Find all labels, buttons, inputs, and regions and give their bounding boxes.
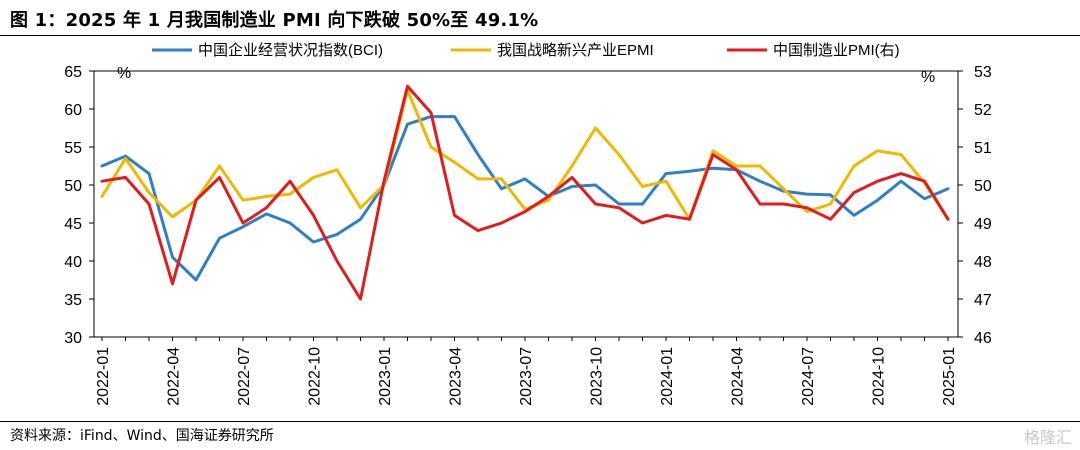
x-axis-tick-label: 2023-01 <box>377 347 394 406</box>
right-axis-tick-label: 50 <box>974 178 992 195</box>
title-rule <box>0 35 1080 36</box>
right-axis-tick-label: 47 <box>974 292 992 309</box>
left-axis-unit: % <box>117 65 131 82</box>
x-axis-tick-label: 2024-04 <box>730 347 747 406</box>
legend-label-1: 中国企业经营状况指数(BCI) <box>198 41 383 59</box>
figure-title: 图 1：2025 年 1 月我国制造业 PMI 向下跌破 50%至 49.1% <box>10 10 539 31</box>
right-axis-tick-label: 48 <box>974 254 992 271</box>
x-axis-tick-label: 2025-01 <box>941 347 958 406</box>
left-axis-tick-label: 55 <box>64 140 82 157</box>
left-axis-tick-label: 60 <box>64 102 82 119</box>
x-axis-tick-label: 2023-07 <box>518 347 535 406</box>
x-axis-tick-label: 2022-01 <box>95 347 112 406</box>
x-axis-tick-label: 2022-07 <box>236 347 253 406</box>
right-axis-tick-label: 52 <box>974 102 992 119</box>
left-axis-tick-label: 35 <box>64 292 82 309</box>
x-axis-tick-label: 2023-10 <box>589 347 606 406</box>
right-axis-tick-label: 53 <box>974 64 992 81</box>
watermark: 格隆汇 <box>1023 428 1072 447</box>
x-axis-tick-label: 2024-07 <box>800 347 817 406</box>
footer-rule <box>0 421 1080 422</box>
legend-label-2: 我国战略新兴产业EPMI <box>497 42 654 59</box>
plot-frame <box>93 70 959 338</box>
right-axis-tick-label: 49 <box>974 216 992 233</box>
series-line-2 <box>100 88 950 221</box>
left-axis-tick-label: 50 <box>64 178 82 195</box>
left-axis-tick-label: 30 <box>64 330 82 347</box>
line-chart: 30 35 40 45 50 55 60 65 46 47 48 49 50 51 52 53% % 2022-0… <box>64 41 992 406</box>
x-axis-tick-label: 2024-10 <box>871 347 888 406</box>
right-axis-unit: % <box>921 69 935 86</box>
x-axis-tick-label: 2023-04 <box>448 347 465 406</box>
series-line-1 <box>100 115 950 282</box>
series-line-3 <box>100 84 950 301</box>
left-axis-tick-label: 40 <box>64 254 82 271</box>
left-axis-tick-label: 45 <box>64 216 82 233</box>
legend-label-3: 中国制造业PMI(右) <box>773 42 900 59</box>
x-axis-tick-label: 2024-01 <box>659 347 676 406</box>
right-axis-tick-label: 51 <box>974 140 992 157</box>
x-axis-tick-label: 2022-04 <box>166 347 183 406</box>
left-axis-tick-label: 65 <box>64 64 82 81</box>
source-note: 资料来源：iFind、Wind、国海证券研究所 <box>10 428 274 444</box>
right-axis-tick-label: 46 <box>974 330 992 347</box>
x-axis-tick-label: 2022-10 <box>307 347 324 406</box>
